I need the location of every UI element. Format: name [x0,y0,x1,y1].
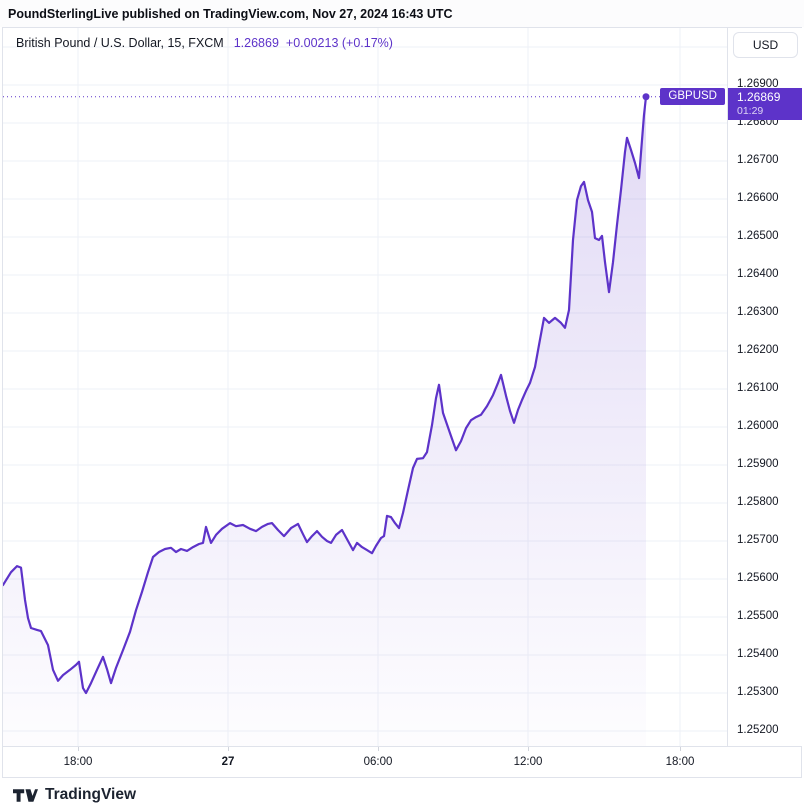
plot-area[interactable]: GBPUSD [3,28,727,746]
symbol-title: British Pound / U.S. Dollar, 15, FXCM [16,36,224,50]
current-price-text: 1.26869 [737,90,781,104]
price-axis-tick-label: 1.26100 [737,382,779,394]
price-axis-tick-label: 1.26000 [737,420,779,432]
time-axis-tick-label: 06:00 [363,756,393,768]
current-price-axis-label: 1.26869 01:29 [728,88,802,120]
price-axis-tick-label: 1.25300 [737,686,779,698]
area-fill [3,96,646,746]
time-axis-tickmark [378,747,379,751]
price-axis-tick-label: 1.26600 [737,192,779,204]
tradingview-logo-text[interactable]: TradingView [45,786,137,803]
time-axis-tickmark [228,747,229,751]
time-axis-tick-label: 18:00 [665,756,695,768]
time-axis-tickmark [680,747,681,751]
price-axis-tick-label: 1.25500 [737,610,779,622]
brand-bar: TradingView [0,778,804,812]
tradingview-logo-icon[interactable] [13,788,38,803]
last-price-value: 1.26869 [233,36,279,50]
last-price-dot [642,93,650,101]
price-axis-tick-label: 1.26500 [737,230,779,242]
chart-legend: British Pound / U.S. Dollar, 15, FXCM 1.… [16,28,393,58]
published-bar: PoundSterlingLive published on TradingVi… [0,0,804,27]
price-axis[interactable]: USD 1.26869 01:29 1.26900 1.26800 1.26700 1… [727,28,802,746]
published-text: PoundSterlingLive published on TradingVi… [8,6,453,21]
chart-widget: GBPUSD British Pound / U.S. Dollar, 15, … [2,27,802,778]
symbol-price-flag[interactable]: GBPUSD [660,88,725,105]
time-axis-tick-label: 27 [221,756,235,768]
price-axis-tick-label: 1.25900 [737,458,779,470]
price-axis-tick-label: 1.26300 [737,306,779,318]
price-change-value: +0.00213 (+0.17%) [285,36,393,50]
currency-toggle-button[interactable]: USD [733,32,798,58]
price-axis-tick-label: 1.25600 [737,572,779,584]
price-axis-tick-label: 1.25400 [737,648,779,660]
price-axis-tick-label: 1.26700 [737,154,779,166]
price-chart-svg [3,28,727,746]
price-axis-tick-label: 1.26200 [737,344,779,356]
time-axis-tick-label: 18:00 [63,756,93,768]
price-line [3,95,648,695]
bar-countdown-text: 01:29 [737,105,764,117]
price-axis-tick-label: 1.25800 [737,496,779,508]
price-axis-tick-label: 1.26400 [737,268,779,280]
price-axis-tick-label: 1.25700 [737,534,779,546]
time-axis-tickmark [528,747,529,751]
price-axis-tick-label: 1.26900 [737,78,779,90]
time-axis[interactable]: 18:00 27 06:00 12:00 18:00 [3,746,801,777]
time-axis-tick-label: 12:00 [513,756,543,768]
time-axis-tickmark [78,747,79,751]
price-axis-tick-label: 1.25200 [737,724,779,736]
